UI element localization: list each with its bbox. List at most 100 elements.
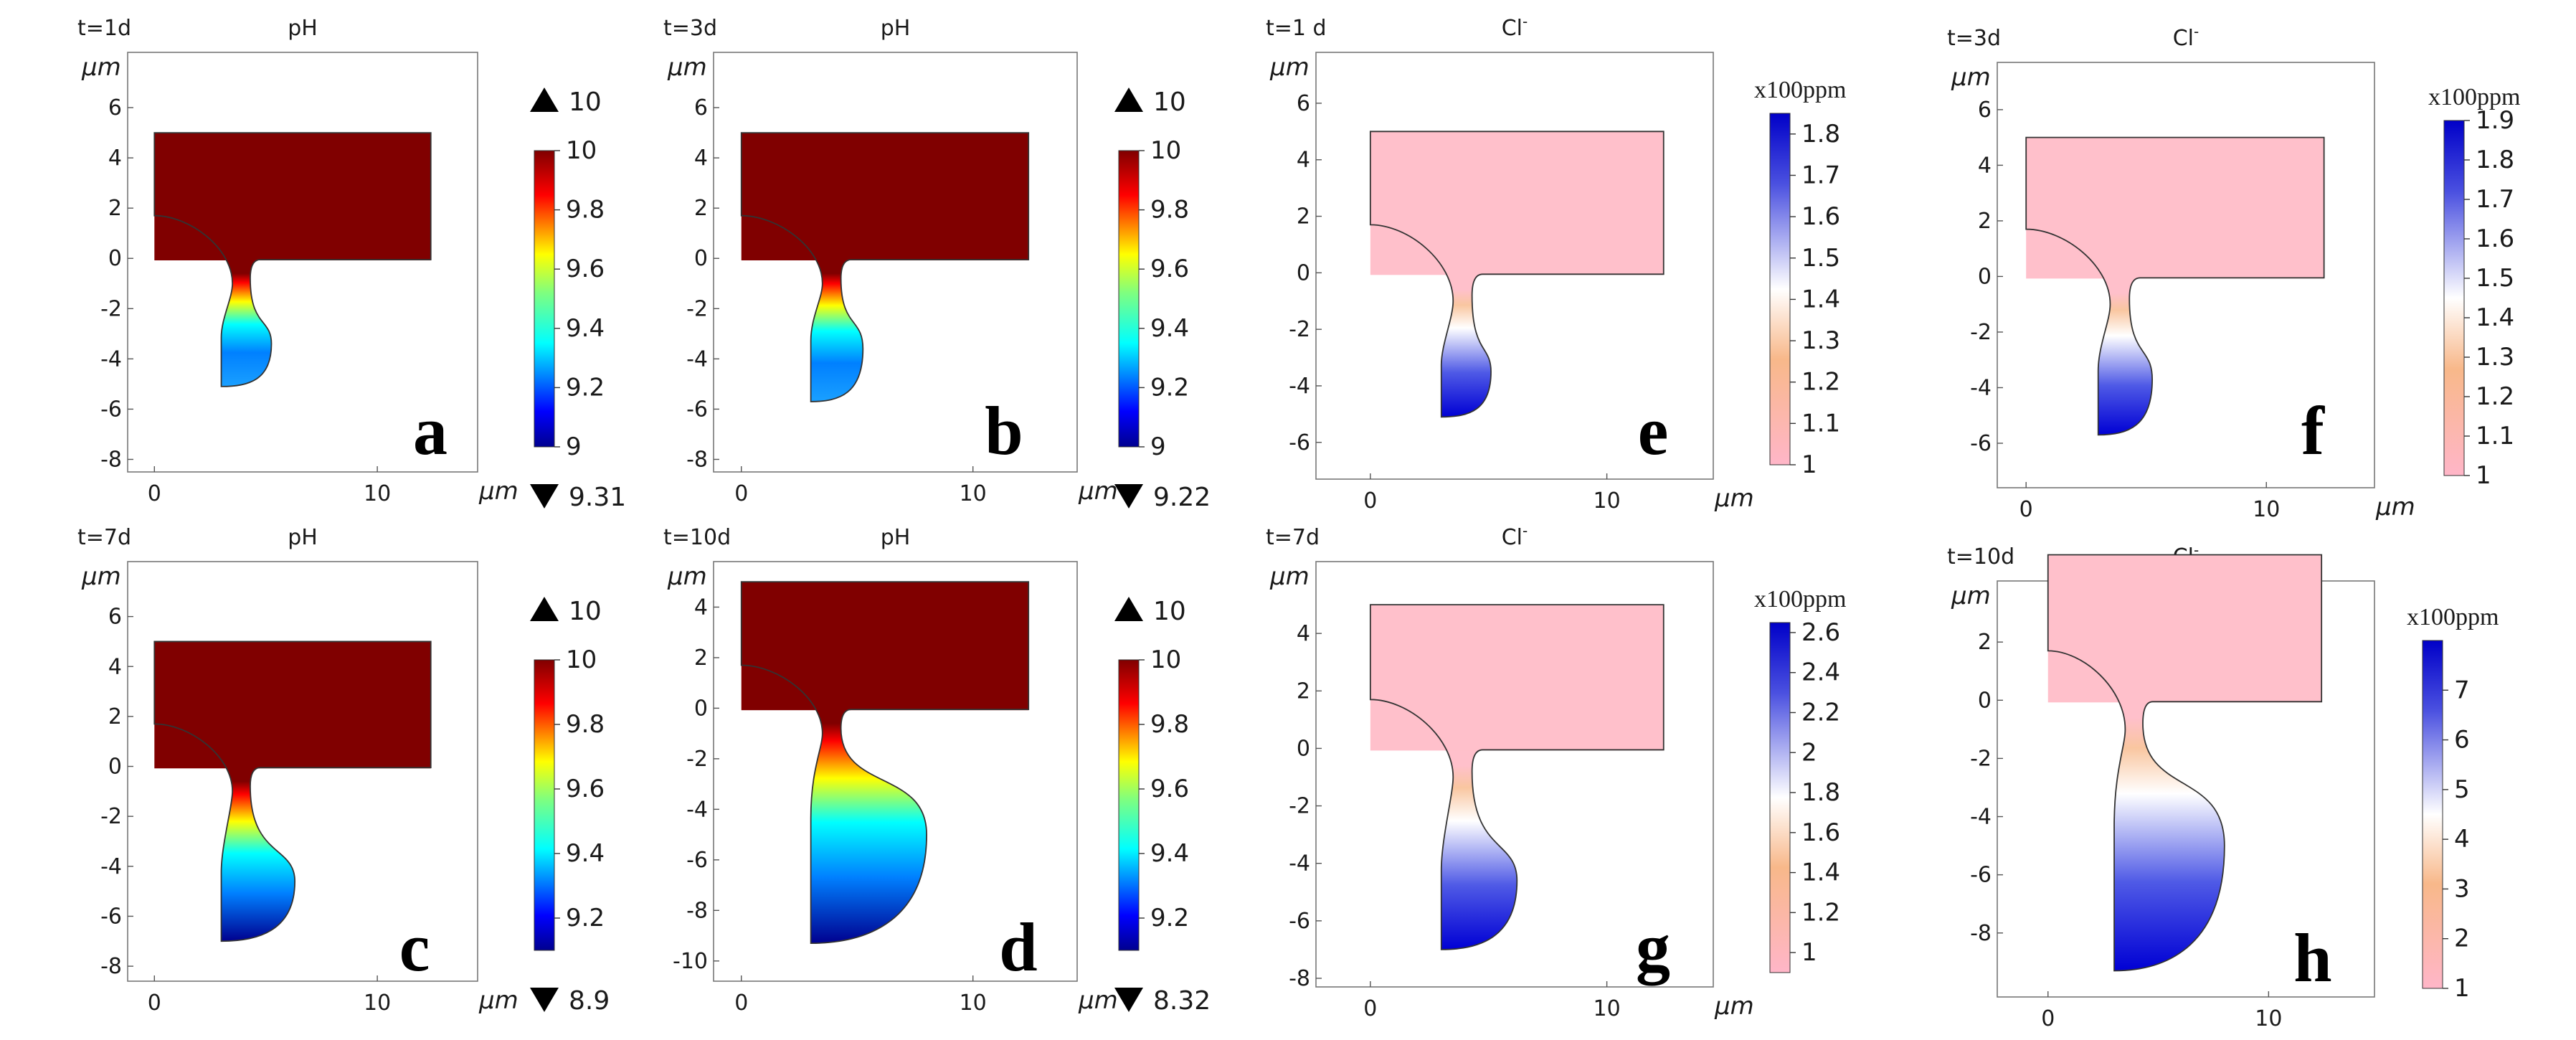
y-tick-label: -6 xyxy=(1289,909,1310,934)
domain-outline xyxy=(2025,136,2325,436)
y-tick-label: 6 xyxy=(108,95,122,120)
y-tick-label: -4 xyxy=(100,854,122,879)
max-marker-value: 10 xyxy=(569,88,602,117)
colorbar-tick-label: 3 xyxy=(2454,874,2470,903)
colorbar-tick-label: 2 xyxy=(2454,925,2470,953)
colorbar-tick-label: 1.1 xyxy=(2476,422,2514,450)
time-label: t=10d xyxy=(663,525,731,550)
colorbar-tick-label: 10 xyxy=(1150,136,1181,165)
colorbar-tick-label: 10 xyxy=(566,136,597,165)
x-tick-label: 10 xyxy=(960,991,987,1016)
y-tick-label: 2 xyxy=(1297,679,1310,704)
slab-domain xyxy=(1370,131,1664,275)
colorbar-tick-label: 4 xyxy=(2454,825,2470,854)
y-tick-label: -2 xyxy=(1289,317,1310,342)
x-tick-label: 0 xyxy=(2019,497,2033,522)
colorbar-tick-label: 10 xyxy=(566,646,597,674)
y-tick-label: 2 xyxy=(1978,630,1992,655)
y-tick-label: -4 xyxy=(686,346,708,372)
x-tick-label: 10 xyxy=(1594,996,1621,1021)
colorbar-tick-label: 1.6 xyxy=(1801,202,1840,231)
slab-domain xyxy=(1370,605,1664,751)
y-tick-label: 6 xyxy=(694,95,708,120)
time-label: t=3d xyxy=(1947,26,2001,51)
colorbar-tick-label: 1.2 xyxy=(1801,898,1840,927)
y-tick-label: -4 xyxy=(1289,851,1310,876)
x-tick-label: 0 xyxy=(148,481,161,506)
y-tick-label: 6 xyxy=(1978,98,1992,123)
y-tick-label: -4 xyxy=(1970,375,1992,400)
x-tick-label: 0 xyxy=(1363,488,1377,514)
plot-frame xyxy=(713,52,1078,473)
slab-domain xyxy=(2047,554,2322,703)
y-tick-label: -8 xyxy=(1970,921,1992,946)
colorbar-tick-label: 9.6 xyxy=(1150,775,1189,803)
panel-letter: g xyxy=(1636,909,1670,985)
y-tick-label: -6 xyxy=(100,904,122,929)
colorbar-tick-label: 2.6 xyxy=(1801,618,1840,647)
colorbar xyxy=(1118,150,1140,448)
time-label: t=10d xyxy=(1947,544,2014,569)
panel-title: pH xyxy=(881,16,911,41)
panel-e: -6 -4 -2 0 2 4 6 0 10 μm μm t=1 d Cl- 1.8 1.7 1.6 1.5 1.4… xyxy=(1266,13,1846,514)
y-tick-label: 2 xyxy=(694,646,708,671)
colorbar-tick-label: 1.4 xyxy=(1801,859,1840,887)
colorbar-tick-label: 10 xyxy=(1150,646,1181,674)
max-marker-value: 10 xyxy=(1153,597,1186,626)
y-axis-label: μm xyxy=(667,53,707,82)
colorbar-tick-label: 9.4 xyxy=(566,314,605,343)
y-tick-label: 0 xyxy=(694,696,708,721)
min-marker-icon xyxy=(1114,484,1143,509)
colorbar-tick-label: 5 xyxy=(2454,775,2470,804)
max-marker-icon xyxy=(530,597,559,621)
panel-b: -8 -6 -4 -2 0 2 4 6 0 10 μm μm t=3d pH 10 9.8 9.6 9.4 9.2 9… xyxy=(663,16,1211,512)
x-axis-label: μm xyxy=(1714,992,1754,1021)
panel-c: -8 -6 -4 -2 0 2 4 6 0 10 μm μm t=7d pH 10 9.8 9.6 9.4 9.2 1… xyxy=(77,525,610,1016)
domain-outline xyxy=(2047,554,2323,972)
colorbar-tick-label: 1.7 xyxy=(2476,185,2514,214)
colorbar-tick-label: 9.2 xyxy=(1150,373,1189,402)
y-tick-label: -2 xyxy=(1289,794,1310,819)
x-tick-label: 10 xyxy=(364,481,391,506)
slab-domain xyxy=(154,133,431,260)
colorbar-unit: x100ppm xyxy=(1754,77,1846,103)
colorbar-tick-label: 2 xyxy=(1801,738,1817,767)
y-tick-label: -8 xyxy=(100,954,122,979)
time-label: t=3d xyxy=(663,16,717,41)
colorbar-tick-label: 9 xyxy=(566,432,582,461)
panel-title: pH xyxy=(881,525,911,550)
x-tick-label: 0 xyxy=(734,991,748,1016)
panel-letter: e xyxy=(1638,392,1669,469)
y-axis-label: μm xyxy=(81,562,121,591)
y-tick-label: -2 xyxy=(686,296,708,321)
panel-letter: b xyxy=(985,392,1023,469)
y-tick-label: -2 xyxy=(686,747,708,772)
colorbar xyxy=(2422,640,2443,989)
colorbar-tick-label: 1.6 xyxy=(1801,818,1840,847)
y-tick-label: -2 xyxy=(100,296,122,321)
colorbar-tick-label: 9.2 xyxy=(566,904,605,932)
y-tick-label: 4 xyxy=(1297,148,1310,173)
slab-domain xyxy=(154,641,431,769)
slab-domain xyxy=(2026,137,2324,279)
colorbar-tick-label: 9.8 xyxy=(1150,196,1189,224)
y-tick-label: -2 xyxy=(1970,320,1992,345)
colorbar-tick-label: 1.1 xyxy=(1801,409,1840,438)
y-tick-label: -8 xyxy=(686,898,708,923)
y-tick-label: 0 xyxy=(1297,736,1310,761)
y-tick-label: -8 xyxy=(100,447,122,472)
colorbar-tick-label: 9.6 xyxy=(566,255,605,283)
colorbar-tick-label: 1.9 xyxy=(2476,106,2514,135)
y-tick-label: 4 xyxy=(108,654,122,679)
y-tick-label: 2 xyxy=(694,196,708,221)
y-axis-label: μm xyxy=(1951,582,1991,610)
x-tick-label: 10 xyxy=(1594,488,1621,514)
colorbar-tick-label: 9.8 xyxy=(566,710,605,739)
colorbar-tick-label: 1.5 xyxy=(2476,264,2514,293)
domain-outline xyxy=(740,132,1030,402)
panel-title: Cl- xyxy=(2173,23,2199,51)
y-tick-label: -4 xyxy=(686,797,708,822)
x-tick-label: 10 xyxy=(2253,497,2280,522)
colorbar xyxy=(1118,659,1140,951)
colorbar-tick-label: 1.5 xyxy=(1801,244,1840,273)
